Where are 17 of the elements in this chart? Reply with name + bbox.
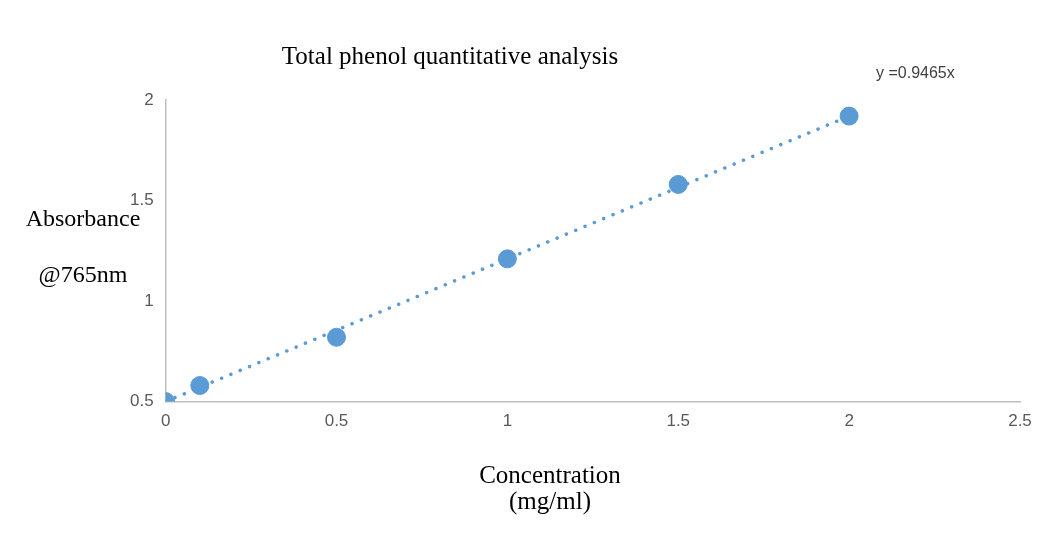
- text: y =0.9465x: [876, 64, 955, 81]
- x-tick-label: 2: [844, 411, 854, 431]
- x-tick-label: 2.5: [1008, 411, 1032, 431]
- point: [190, 376, 210, 396]
- y-tick-label: 1: [144, 290, 154, 310]
- x-axis-title: Concentration (mg/ml): [478, 461, 622, 514]
- x-tick-label: 1: [502, 411, 513, 431]
- x-tick-label: 0.5: [324, 411, 349, 431]
- y-tick-label: 0.5: [129, 391, 154, 411]
- chart-title: Total phenol quantitative analysis: [280, 42, 620, 70]
- x-tick-label: 1.5: [666, 411, 691, 431]
- x-tick-label: 0: [160, 411, 171, 431]
- point: [327, 327, 347, 347]
- point: [668, 174, 688, 194]
- point: [839, 106, 859, 126]
- y-tick-label: 2: [144, 89, 154, 109]
- point: [497, 249, 517, 269]
